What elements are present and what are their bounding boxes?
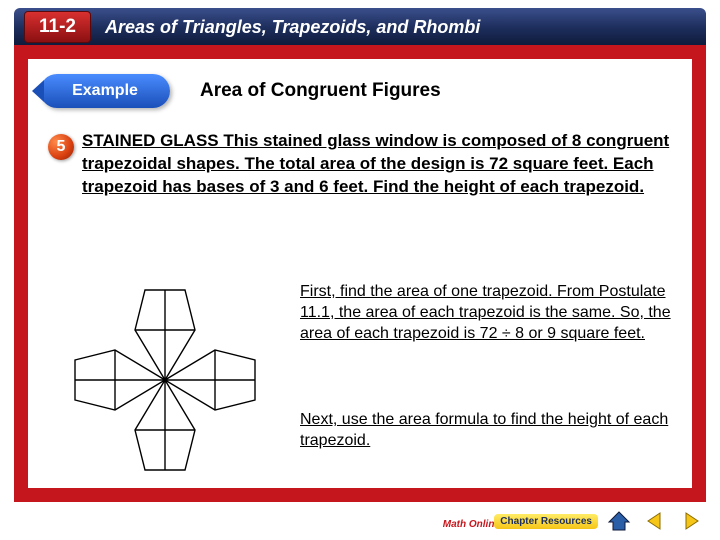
chapter-title: Areas of Triangles, Trapezoids, and Rhom… [105,17,480,38]
home-icon[interactable] [604,508,634,534]
solution-step-2: Next, use the area formula to find the h… [300,410,676,452]
page-frame: 11-2 Areas of Triangles, Trapezoids, and… [0,0,720,540]
prev-arrow-icon[interactable] [640,508,670,534]
stained-glass-diagram [60,275,270,485]
math-online-label: Math Online [443,519,500,530]
solution-step-1: First, find the area of one trapezoid. F… [300,282,676,344]
example-title: Area of Congruent Figures [200,80,441,102]
section-number-badge: 11-2 [24,11,91,43]
problem-statement: STAINED GLASS This stained glass window … [82,130,676,199]
next-arrow-icon[interactable] [676,508,706,534]
footer-nav: Chapter Resources [494,508,706,534]
example-number-bullet: 5 [48,134,74,160]
chapter-header: 11-2 Areas of Triangles, Trapezoids, and… [14,8,706,46]
example-ribbon-label: Example [72,82,138,100]
example-ribbon: Example [40,74,170,108]
resources-button[interactable]: Chapter Resources [494,514,598,529]
